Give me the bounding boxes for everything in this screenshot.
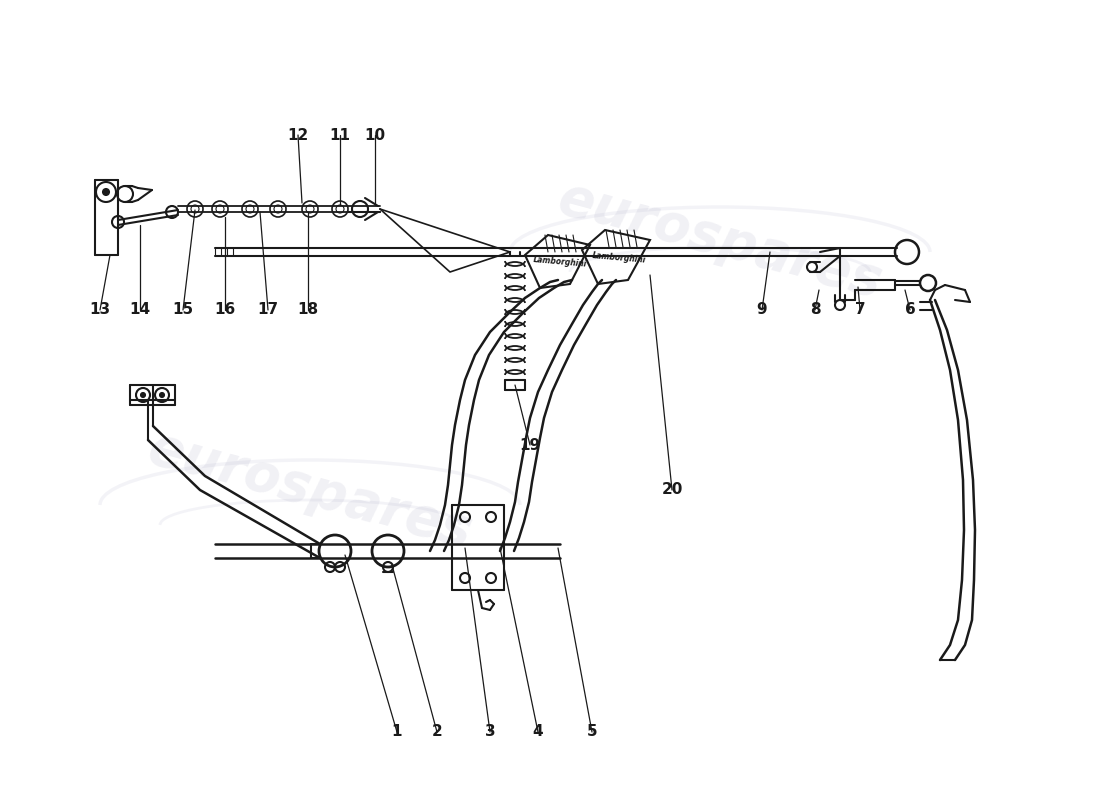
Text: 18: 18 xyxy=(297,302,319,318)
Text: 20: 20 xyxy=(661,482,683,498)
Circle shape xyxy=(160,393,164,397)
Text: 8: 8 xyxy=(810,302,821,318)
Text: 6: 6 xyxy=(904,302,915,318)
Text: 9: 9 xyxy=(757,302,768,318)
Text: eurospares: eurospares xyxy=(142,422,477,558)
Text: 4: 4 xyxy=(532,725,543,739)
Text: 14: 14 xyxy=(130,302,151,318)
Text: 1: 1 xyxy=(392,725,403,739)
Text: 5: 5 xyxy=(586,725,597,739)
Text: 3: 3 xyxy=(485,725,495,739)
Text: 2: 2 xyxy=(431,725,442,739)
Text: 12: 12 xyxy=(287,127,309,142)
Text: eurospares: eurospares xyxy=(552,172,888,308)
Circle shape xyxy=(141,393,145,397)
Text: 15: 15 xyxy=(173,302,194,318)
Text: 16: 16 xyxy=(214,302,235,318)
Text: 10: 10 xyxy=(364,127,386,142)
Circle shape xyxy=(103,189,109,195)
Text: 11: 11 xyxy=(330,127,351,142)
Text: 13: 13 xyxy=(89,302,111,318)
Text: 17: 17 xyxy=(257,302,278,318)
Text: Lamborghini: Lamborghini xyxy=(532,255,587,269)
Text: Lamborghini: Lamborghini xyxy=(592,251,647,265)
Text: 19: 19 xyxy=(519,438,540,453)
Text: 7: 7 xyxy=(855,302,866,318)
